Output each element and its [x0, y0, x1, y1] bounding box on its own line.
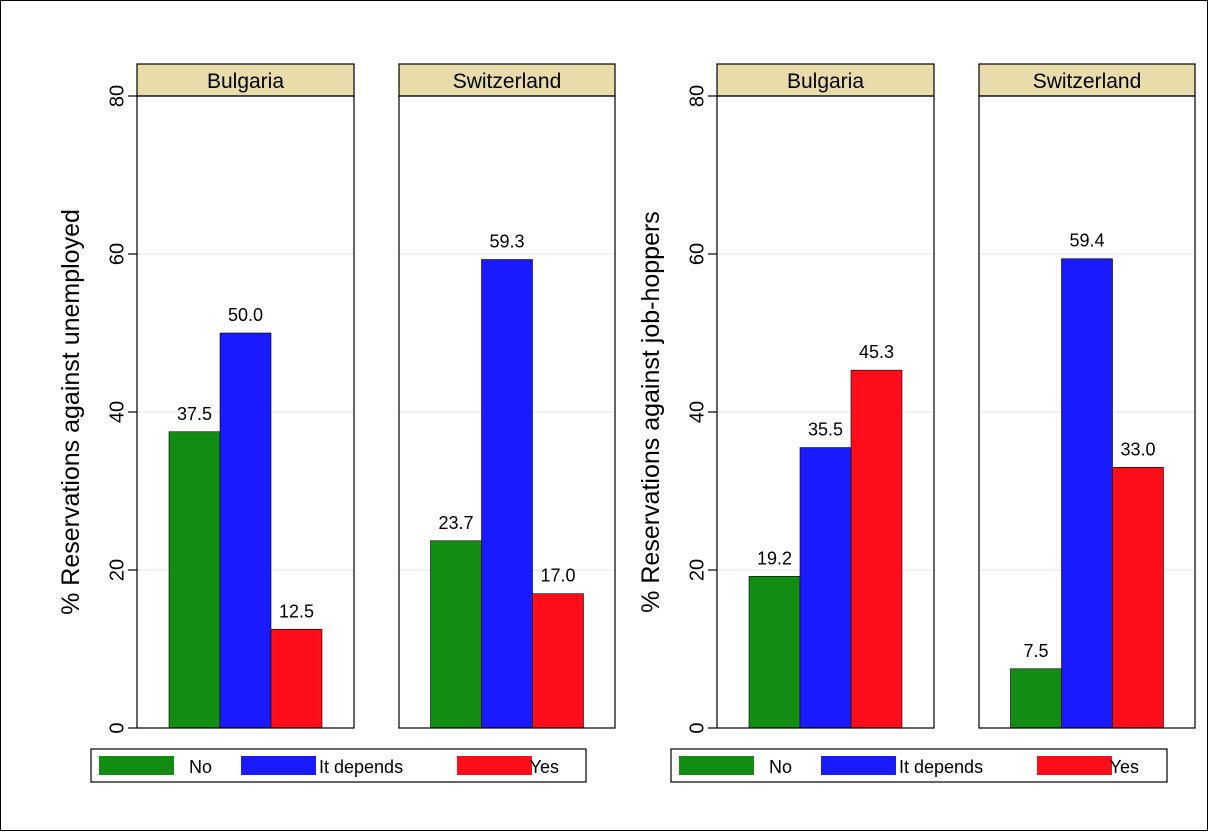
y-tick-label: 80 — [106, 85, 128, 107]
legend-label-no: No — [189, 757, 212, 777]
panel-border — [136, 95, 355, 729]
panel-title: Bulgaria — [207, 70, 284, 93]
panel-border — [716, 95, 935, 729]
data-label: 59.4 — [1069, 231, 1104, 251]
panel-strip — [716, 63, 935, 97]
legend-label-it-depends: It depends — [899, 757, 983, 777]
bar-no — [1010, 668, 1062, 729]
legend-label-no: No — [769, 757, 792, 777]
panel-border — [978, 95, 1196, 729]
bar-no — [430, 540, 482, 729]
data-label: 50.0 — [228, 305, 263, 325]
bar-yes — [1112, 466, 1164, 729]
data-label: 19.2 — [757, 548, 792, 568]
data-label: 59.3 — [489, 232, 524, 252]
bar-it-depends — [799, 447, 852, 729]
data-label: 23.7 — [438, 513, 473, 533]
bar-it-depends — [219, 332, 272, 729]
panel-strip — [978, 63, 1196, 97]
y-tick-label: 60 — [686, 243, 708, 265]
data-label: 37.5 — [177, 404, 212, 424]
bar-no — [748, 576, 801, 729]
y-tick-label: 40 — [106, 401, 128, 423]
y-axis-label: % Reservations against unemployed — [57, 209, 85, 615]
panel-switzerland: Switzerland 7.5 59.4 33.0 — [978, 63, 1196, 729]
legend-swatch-it-depends — [241, 756, 316, 775]
data-label: 12.5 — [279, 601, 314, 621]
data-label: 7.5 — [1023, 641, 1048, 661]
panel-title: Switzerland — [1033, 70, 1142, 93]
y-tick-label: 20 — [106, 559, 128, 581]
y-tick-label: 20 — [686, 559, 708, 581]
bar-it-depends — [1061, 258, 1113, 729]
y-tick-label: 80 — [686, 85, 708, 107]
legend-swatch-no — [99, 756, 174, 775]
legend-swatch-yes — [1037, 756, 1112, 775]
bar-no — [168, 431, 221, 729]
chart-1: % Reservations against unemployed 0 20 40 60… — [57, 63, 616, 783]
data-label: 33.0 — [1120, 439, 1155, 459]
bar-yes — [532, 593, 584, 729]
data-label: 17.0 — [540, 566, 575, 586]
data-label: 45.3 — [859, 342, 894, 362]
legend: No It depends Yes — [670, 748, 1168, 783]
y-tick-label: 60 — [106, 243, 128, 265]
panel-switzerland: Switzerland 23.7 59.3 17.0 — [398, 63, 616, 729]
data-label: 35.5 — [808, 420, 843, 440]
panel-border — [398, 95, 616, 729]
legend-swatch-it-depends — [821, 756, 896, 775]
panel-bulgaria: Bulgaria 37.5 50.0 12.5 — [136, 63, 355, 729]
legend-label-it-depends: It depends — [319, 757, 403, 777]
panel-title: Switzerland — [453, 70, 562, 93]
legend-swatch-yes — [457, 756, 532, 775]
legend: No It depends Yes — [90, 748, 587, 783]
panel-title: Bulgaria — [787, 70, 864, 93]
legend-label-yes: Yes — [530, 757, 559, 777]
legend-swatch-no — [679, 756, 754, 775]
y-axis-label: % Reservations against job-hoppers — [637, 211, 665, 613]
bar-it-depends — [481, 259, 533, 729]
legend-label-yes: Yes — [1110, 757, 1139, 777]
y-tick-label: 40 — [686, 401, 708, 423]
chart-2: % Reservations against job-hoppers 0 20 40 6… — [637, 63, 1196, 783]
y-tick-label: 0 — [686, 722, 708, 733]
panel-bulgaria: Bulgaria 19.2 35.5 45.3 — [716, 63, 935, 729]
bar-yes — [850, 369, 903, 729]
panel-strip — [136, 63, 355, 97]
y-tick-label: 0 — [106, 722, 128, 733]
bar-yes — [270, 628, 323, 729]
